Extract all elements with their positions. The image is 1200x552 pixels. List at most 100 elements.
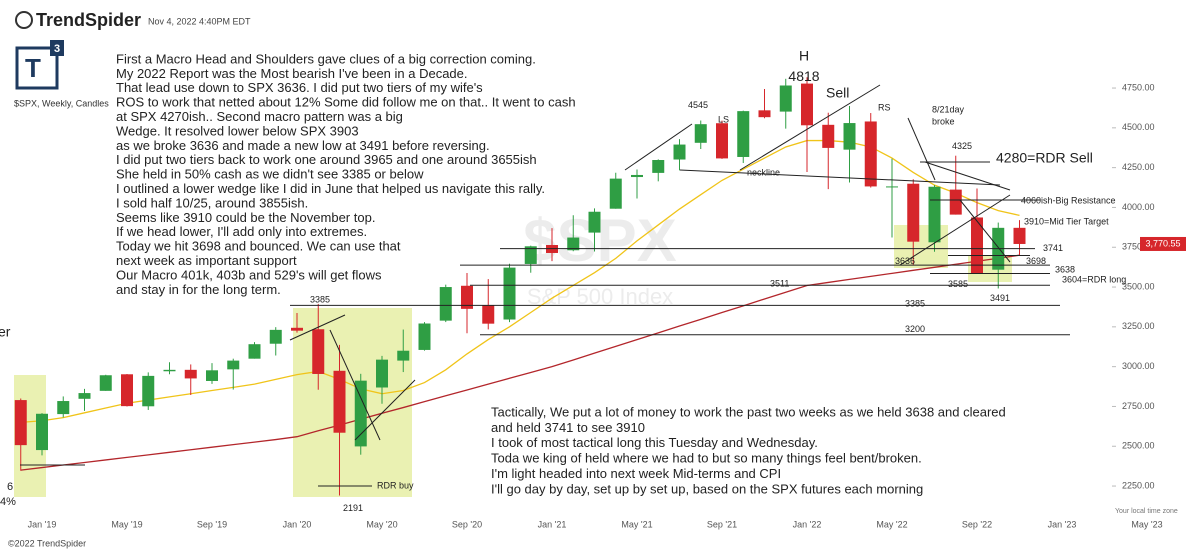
candle-body <box>248 344 261 359</box>
candle-body <box>333 370 346 433</box>
level-label: 3385 <box>905 299 925 309</box>
candle-body <box>354 380 367 447</box>
candle-body <box>779 85 792 112</box>
watermark-sub: S&P 500 Index <box>527 284 673 309</box>
annotation: neckline <box>747 167 780 177</box>
annotation: 3910=Mid Tier Target <box>1024 216 1109 226</box>
candle-body <box>57 401 70 415</box>
candle-body <box>1013 227 1026 244</box>
annotation: LS <box>718 114 729 124</box>
trendline <box>289 314 346 341</box>
note-line: I'm light headed into next week Mid-term… <box>491 466 781 481</box>
note-line: Our Macro 401k, 403b and 529's will get … <box>116 267 382 282</box>
x-tick-label: Sep '19 <box>197 519 227 529</box>
trendline <box>354 379 416 441</box>
candle-body <box>716 123 728 159</box>
note-line: I outlined a lower wedge like I did in J… <box>116 181 545 196</box>
annotation: 8/21day <box>932 104 965 114</box>
note-line: Tactically, We put a lot of money to wor… <box>491 404 1006 419</box>
moving-average <box>20 254 1020 471</box>
candle-body <box>737 111 750 157</box>
trendline <box>959 199 1011 263</box>
annotation: RS <box>878 102 891 112</box>
trendline <box>624 123 693 171</box>
cutoff-text: 6 <box>7 481 13 493</box>
candle-body <box>291 327 303 331</box>
trendline <box>899 194 1011 266</box>
x-tick-label: Sep '20 <box>452 519 482 529</box>
note-line: I did put two tiers back to work one aro… <box>116 152 537 167</box>
candle-body <box>376 359 388 388</box>
timezone: Your local time zone <box>1115 508 1178 515</box>
candle-body <box>928 186 941 243</box>
candle-body <box>99 375 112 391</box>
candle-body <box>971 217 983 274</box>
annotation: RDR buy <box>377 480 414 490</box>
copyright: ©2022 TrendSpider <box>8 538 86 548</box>
note-line: and held 3741 to see 3910 <box>491 420 645 435</box>
note-line: Wedge. It resolved lower below SPX 3903 <box>116 123 359 138</box>
symbol-info: $SPX, Weekly, Candles <box>14 98 109 108</box>
candle-body <box>567 237 580 251</box>
candle-body <box>206 370 218 381</box>
x-tick-label: May '23 <box>1131 519 1162 529</box>
note-line: Today we hit 3698 and bounced. We can us… <box>116 239 401 254</box>
y-tick-label: 2250.00 <box>1122 480 1155 490</box>
level-label: 3511 <box>770 279 789 289</box>
level-label: 3491 <box>990 293 1010 303</box>
candle-body <box>503 267 516 320</box>
annotation: 4060ish-Big Resistance <box>1021 195 1116 205</box>
candle-body <box>588 211 601 233</box>
annotation: H <box>799 48 809 64</box>
y-tick-label: 2750.00 <box>1122 401 1155 411</box>
candle-body <box>36 413 48 451</box>
x-tick-label: Jan '19 <box>28 519 57 529</box>
candle-body <box>631 174 643 178</box>
candle-body <box>801 83 813 126</box>
candle-body <box>843 123 856 150</box>
notes: First a Macro Head and Shoulders gave cl… <box>116 51 1006 496</box>
level-label: 4325 <box>952 141 972 151</box>
cutoff-text: 4% <box>0 496 16 508</box>
note-line: as we broke 3636 and made a new low at 3… <box>116 138 490 153</box>
candle-body <box>14 400 27 446</box>
note-line: She held in 50% cash as we didn't see 33… <box>116 167 424 182</box>
annotation: 4280=RDR Sell <box>996 150 1093 166</box>
level-label: 3385 <box>310 295 330 305</box>
candle-body <box>482 305 495 324</box>
candle-body <box>907 183 920 242</box>
candle-body <box>397 350 410 361</box>
y-tick-label: 4750.00 <box>1122 82 1155 92</box>
logo-badge-text: 3 <box>54 43 60 55</box>
candle-body <box>142 375 155 407</box>
candle-body <box>822 124 835 148</box>
y-tick-label: 3250.00 <box>1122 321 1155 331</box>
x-tick-label: Jan '21 <box>538 519 567 529</box>
y-tick-label: 3500.00 <box>1122 281 1155 291</box>
y-tick-label: 2500.00 <box>1122 441 1155 451</box>
annotation: broke <box>932 116 955 126</box>
logo-badge <box>50 40 64 56</box>
logo-letter: T <box>25 53 41 83</box>
trendline <box>924 161 1011 191</box>
candle-body <box>312 329 325 374</box>
candle-body <box>758 110 771 118</box>
x-tick-label: Sep '21 <box>707 519 737 529</box>
last-price-box <box>1140 236 1186 251</box>
candle-body <box>418 323 431 350</box>
timestamp: Nov 4, 2022 4:40PM EDT <box>148 16 251 26</box>
note-line: That lead use down to SPX 3636. I did pu… <box>116 80 483 95</box>
level-label: 4818 <box>788 68 819 84</box>
brand: TrendSpider <box>36 10 141 30</box>
last-price: 3,770.55 <box>1145 238 1180 248</box>
candle-body <box>121 374 133 407</box>
candle-body <box>694 124 707 143</box>
candle-body <box>673 144 686 160</box>
candle-body <box>652 160 665 173</box>
candle-body <box>461 285 473 309</box>
y-tick-label: 4250.00 <box>1122 162 1155 172</box>
level-label: 3200 <box>905 324 925 334</box>
candle-body <box>439 287 452 321</box>
x-tick-label: Sep '22 <box>962 519 992 529</box>
